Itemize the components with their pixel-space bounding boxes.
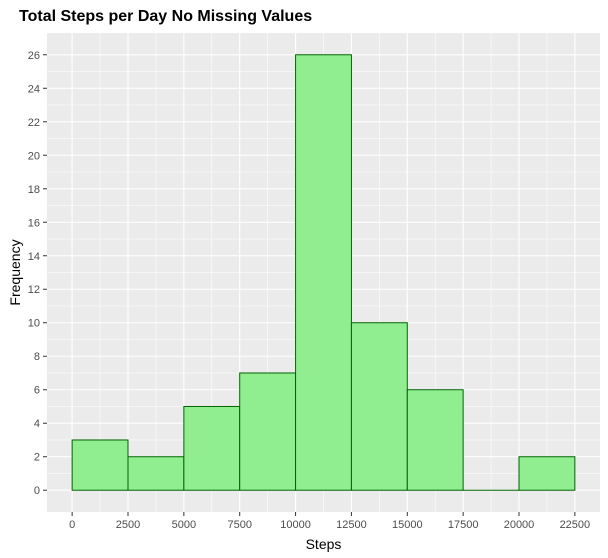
y-tick-label: 24: [28, 83, 40, 95]
histogram-bar-2: [183, 405, 241, 491]
y-tick-label: 12: [28, 284, 40, 296]
y-tick-label: 18: [28, 184, 40, 196]
y-tick-label: 20: [28, 150, 40, 162]
x-tick-label: 5000: [172, 519, 196, 531]
y-axis-title: Frequency: [7, 239, 23, 305]
x-axis-title: Steps: [306, 536, 342, 552]
histogram-bar-5: [350, 322, 408, 491]
y-tick-label: 14: [28, 251, 40, 263]
y-tick-label: 26: [28, 50, 40, 62]
x-tick-label: 7500: [227, 519, 251, 531]
y-tick-label: 4: [34, 418, 40, 430]
histogram-bars: [71, 54, 576, 491]
x-tick-label: 12500: [336, 519, 367, 531]
y-tick-label: 0: [34, 485, 40, 497]
x-axis: 0 2500 5000 7500 10000 12500 15000 17500 20000 22…: [69, 512, 590, 531]
histogram-bar-3: [239, 372, 297, 491]
x-tick-label: 20000: [504, 519, 535, 531]
y-tick-label: 22: [28, 117, 40, 129]
histogram-bar-0: [71, 439, 129, 491]
histogram-bar-8: [518, 456, 576, 491]
y-tick-label: 10: [28, 318, 40, 330]
y-tick-label: 2: [34, 452, 40, 464]
histogram-bar-4: [295, 54, 352, 491]
chart-title: Total Steps per Day No Missing Values: [19, 8, 312, 25]
y-tick-label: 6: [34, 385, 40, 397]
x-tick-label: 0: [69, 519, 75, 531]
y-tick-label: 16: [28, 217, 40, 229]
histogram-bar-6: [406, 389, 464, 491]
x-tick-label: 2500: [116, 519, 140, 531]
y-tick-label: 8: [34, 351, 40, 363]
x-tick-label: 10000: [280, 519, 311, 531]
x-tick-label: 17500: [448, 519, 479, 531]
x-tick-label: 15000: [392, 519, 423, 531]
x-tick-label: 22500: [560, 519, 591, 531]
histogram-bar-1: [127, 456, 185, 491]
